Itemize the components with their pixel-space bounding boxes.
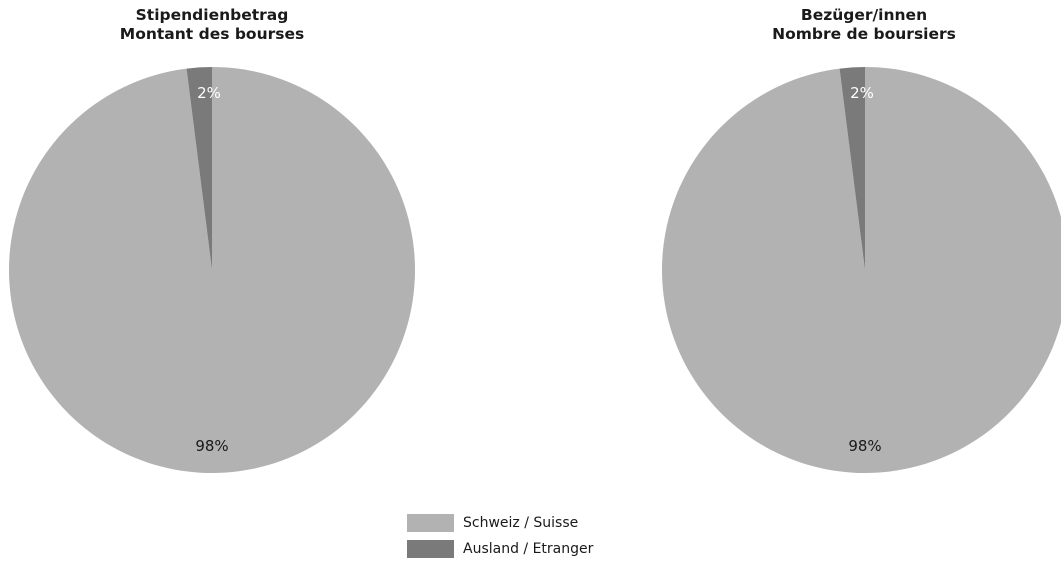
pie-right-slice-schweiz: [662, 67, 1061, 473]
legend: Schweiz / Suisse Ausland / Etranger: [407, 513, 593, 565]
chart-title-left-line1: Stipendienbetrag: [135, 6, 289, 24]
pie-right-data-label-schweiz: 98%: [848, 437, 881, 455]
pie-left-slice-ausland: [186, 67, 212, 270]
pie-right-slice-ausland: [839, 67, 865, 270]
legend-swatch-ausland: [407, 540, 454, 558]
pie-right-data-label-ausland: 2%: [850, 84, 874, 102]
legend-item-ausland: Ausland / Etranger: [407, 539, 593, 559]
chart-title-right-line1: Bezüger/innen: [800, 6, 928, 24]
legend-item-schweiz: Schweiz / Suisse: [407, 513, 593, 533]
pie-left-data-label-schweiz: 98%: [195, 437, 228, 455]
chart-title-right-line2: Nombre de boursiers: [772, 25, 956, 43]
chart-title-right: Bezüger/innen Nombre de boursiers: [704, 6, 1024, 44]
chart-title-left-line2: Montant des bourses: [119, 25, 305, 43]
chart-title-left: Stipendienbetrag Montant des bourses: [52, 6, 372, 44]
legend-label-schweiz: Schweiz / Suisse: [463, 515, 579, 531]
legend-label-ausland: Ausland / Etranger: [463, 541, 594, 557]
pie-left-data-label-ausland: 2%: [197, 84, 221, 102]
legend-swatch-schweiz: [407, 514, 454, 532]
